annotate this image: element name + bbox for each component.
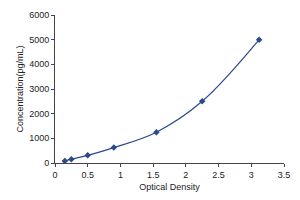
svg-text:0: 0 (52, 170, 57, 180)
svg-text:6000: 6000 (29, 10, 49, 20)
svg-text:3: 3 (249, 170, 254, 180)
svg-text:0: 0 (44, 158, 49, 168)
svg-text:2.5: 2.5 (212, 170, 225, 180)
svg-text:3000: 3000 (29, 84, 49, 94)
svg-text:1.5: 1.5 (147, 170, 160, 180)
svg-text:2: 2 (183, 170, 188, 180)
svg-text:5000: 5000 (29, 35, 49, 45)
svg-text:0.5: 0.5 (81, 170, 94, 180)
svg-text:1000: 1000 (29, 133, 49, 143)
svg-text:1: 1 (118, 170, 123, 180)
svg-text:2000: 2000 (29, 109, 49, 119)
svg-text:4000: 4000 (29, 59, 49, 69)
svg-text:Concentration(pg/mL): Concentration(pg/mL) (15, 45, 25, 132)
svg-text:3.5: 3.5 (278, 170, 291, 180)
svg-text:Optical Density: Optical Density (139, 182, 200, 192)
